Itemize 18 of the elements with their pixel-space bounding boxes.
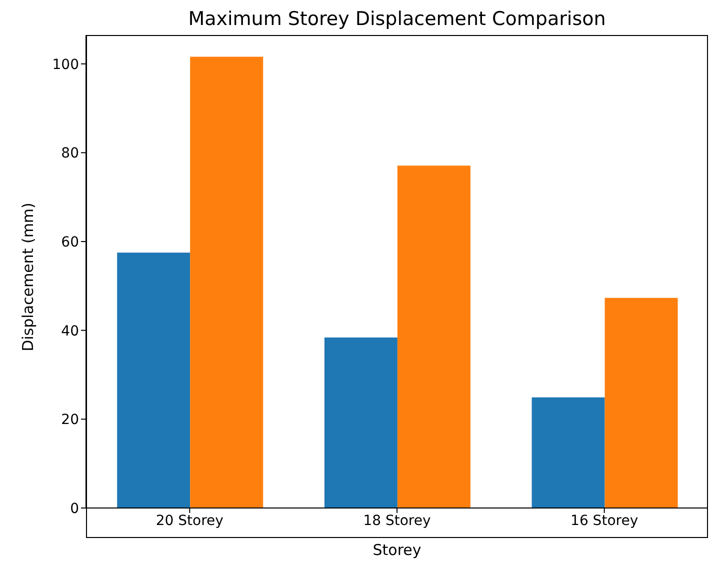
y-tick-label: 40 <box>61 323 79 340</box>
x-tick-label: 16 Storey <box>570 512 638 529</box>
y-tick-label: 100 <box>52 56 79 73</box>
x-tick-label: 18 Storey <box>363 512 431 529</box>
bar <box>117 252 190 508</box>
x-axis-title: Storey <box>372 541 422 559</box>
chart-title: Maximum Storey Displacement Comparison <box>187 8 607 30</box>
bar <box>397 166 470 508</box>
y-tick-label: 60 <box>61 234 79 250</box>
bar <box>324 337 398 508</box>
y-tick-label: 0 <box>70 500 79 517</box>
y-axis-title: Displacement (mm) <box>19 202 37 352</box>
y-tick-label: 80 <box>61 146 79 162</box>
x-tick-label: 20 Storey <box>156 512 224 529</box>
bar <box>604 298 678 508</box>
y-tick-label: 20 <box>61 412 79 428</box>
bar <box>532 397 605 508</box>
bar <box>190 56 264 508</box>
